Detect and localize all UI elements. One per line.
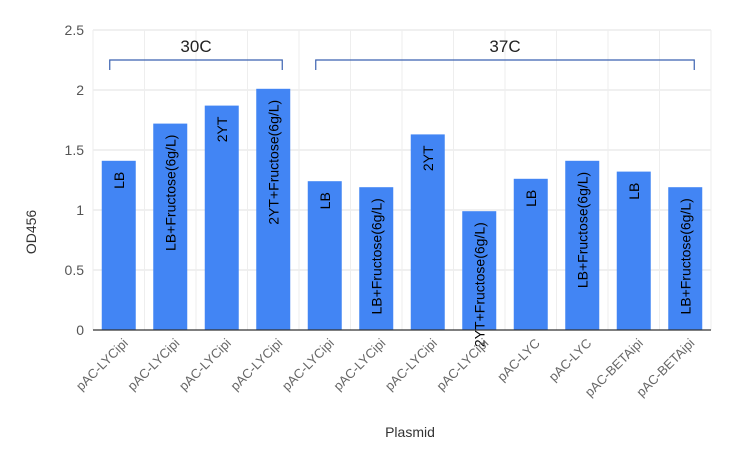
x-tick-label: pAC-LYCipi — [227, 335, 285, 393]
x-tick-label: pAC-LYCipi — [382, 335, 440, 393]
x-tick-label: pAC-LYCipi — [73, 335, 131, 393]
group-label: 30C — [180, 37, 211, 56]
bar — [668, 187, 703, 330]
x-tick-label: pAC-LYCipi — [433, 335, 491, 393]
bar — [101, 160, 136, 330]
bar-data-label: LB+Fructose(6g/L) — [677, 198, 693, 314]
bar-data-label: LB — [317, 192, 333, 209]
bar-data-label: LB+Fructose(6g/L) — [368, 198, 384, 314]
bar — [513, 178, 548, 330]
gridlines — [92, 29, 712, 330]
bar — [359, 187, 394, 330]
bar-data-label: 2YT — [214, 116, 230, 142]
bar — [307, 181, 342, 330]
bar-data-label: LB — [523, 190, 539, 207]
x-tick-label: pAC-LYCipi — [176, 335, 234, 393]
bar — [256, 88, 291, 330]
bar-labels: LB LB+Fructose(6g/L) 2YT 2YT+Fructose(6g/L)… — [111, 100, 694, 347]
y-tick-label: 1 — [76, 202, 84, 218]
group-brackets: 30C 37C — [109, 37, 695, 70]
bar-data-label: LB+Fructose(6g/L) — [162, 135, 178, 251]
bar-data-label: 2YT+Fructose(6g/L) — [471, 222, 487, 347]
x-tick-label: pAC-LYCipi — [124, 335, 182, 393]
bar — [153, 123, 188, 330]
x-axis-title: Plasmid — [385, 424, 435, 440]
bar-data-label: LB+Fructose(6g/L) — [574, 172, 590, 288]
group-bracket — [109, 59, 283, 70]
y-tick-label: 2 — [76, 82, 84, 98]
y-axis-title: OD456 — [23, 210, 39, 255]
y-tick-label: 0.5 — [65, 262, 85, 278]
bar-data-label: LB — [111, 172, 127, 189]
bar — [616, 171, 651, 330]
y-tick-label: 2.5 — [65, 22, 85, 38]
group-bracket — [315, 59, 695, 70]
group-label: 37C — [489, 37, 520, 56]
bars — [101, 88, 703, 330]
bar — [462, 211, 497, 330]
bar-data-label: 2YT+Fructose(6g/L) — [265, 100, 281, 225]
bar-data-label: LB — [626, 183, 642, 200]
bar — [410, 134, 445, 330]
y-tick-label: 1.5 — [65, 142, 85, 158]
x-tick-label: pAC-LYC — [546, 336, 595, 385]
x-tick-label: pAC-LYCipi — [330, 335, 388, 393]
y-tick-label: 0 — [76, 322, 84, 338]
bar — [565, 160, 600, 330]
bar — [204, 105, 239, 330]
bar-data-label: 2YT — [420, 145, 436, 171]
x-tick-label: pAC-LYC — [494, 336, 543, 385]
x-tick-label: pAC-LYCipi — [279, 335, 337, 393]
